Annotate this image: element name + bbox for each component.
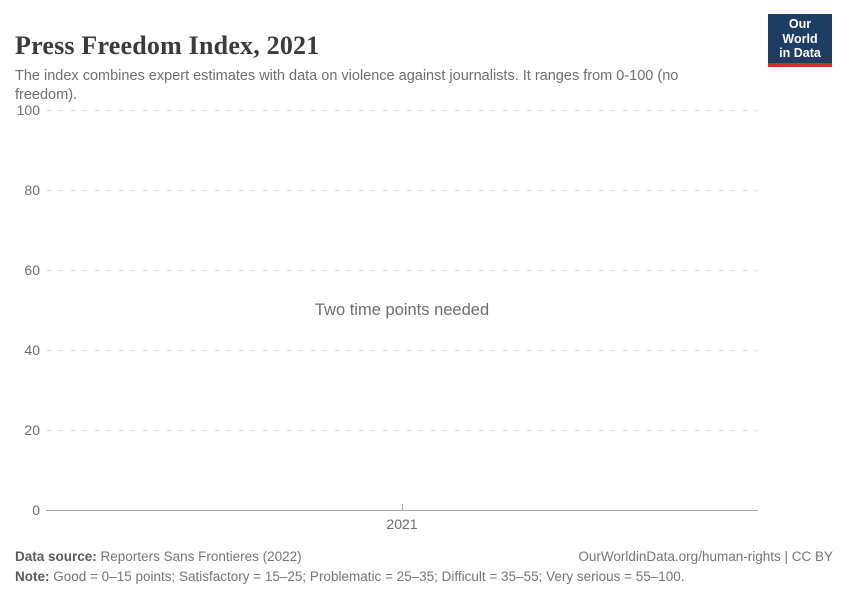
y-axis-tick-label: 80 [24, 182, 40, 198]
gridline [46, 350, 758, 351]
x-axis-line [46, 510, 758, 511]
owid-logo-line1: Our World [782, 17, 818, 46]
y-axis-tick-label: 40 [24, 342, 40, 358]
gridline [46, 430, 758, 431]
rights-link[interactable]: OurWorldinData.org/human-rights | CC BY [578, 549, 833, 564]
data-source-link[interactable]: Reporters Sans Frontieres (2022) [100, 549, 302, 564]
data-source-label: Data source: [15, 549, 97, 564]
owid-logo-line2: in Data [779, 46, 821, 60]
gridline [46, 190, 758, 191]
chart-subtitle: The index combines expert estimates with… [15, 67, 679, 104]
page-title: Press Freedom Index, 2021 [15, 31, 320, 61]
data-source-line: Data source: Reporters Sans Frontieres (… [15, 548, 302, 565]
note-text: Good = 0–15 points; Satisfactory = 15–25… [53, 569, 685, 584]
footer-source-row: Data source: Reporters Sans Frontieres (… [15, 548, 833, 565]
empty-state-message: Two time points needed [314, 301, 490, 319]
note-label: Note: [15, 569, 50, 584]
x-axis-tick-mark [402, 504, 403, 510]
y-axis-tick-label: 60 [24, 262, 40, 278]
footer-note-row: Note: Good = 0–15 points; Satisfactory =… [15, 568, 833, 585]
y-axis-tick-label: 100 [16, 102, 40, 118]
gridline [46, 110, 758, 111]
y-axis-tick-label: 0 [32, 502, 40, 518]
gridline [46, 270, 758, 271]
y-axis-tick-label: 20 [24, 422, 40, 438]
x-axis-tick-label: 2021 [386, 516, 418, 532]
owid-logo[interactable]: Our World in Data [768, 14, 832, 67]
